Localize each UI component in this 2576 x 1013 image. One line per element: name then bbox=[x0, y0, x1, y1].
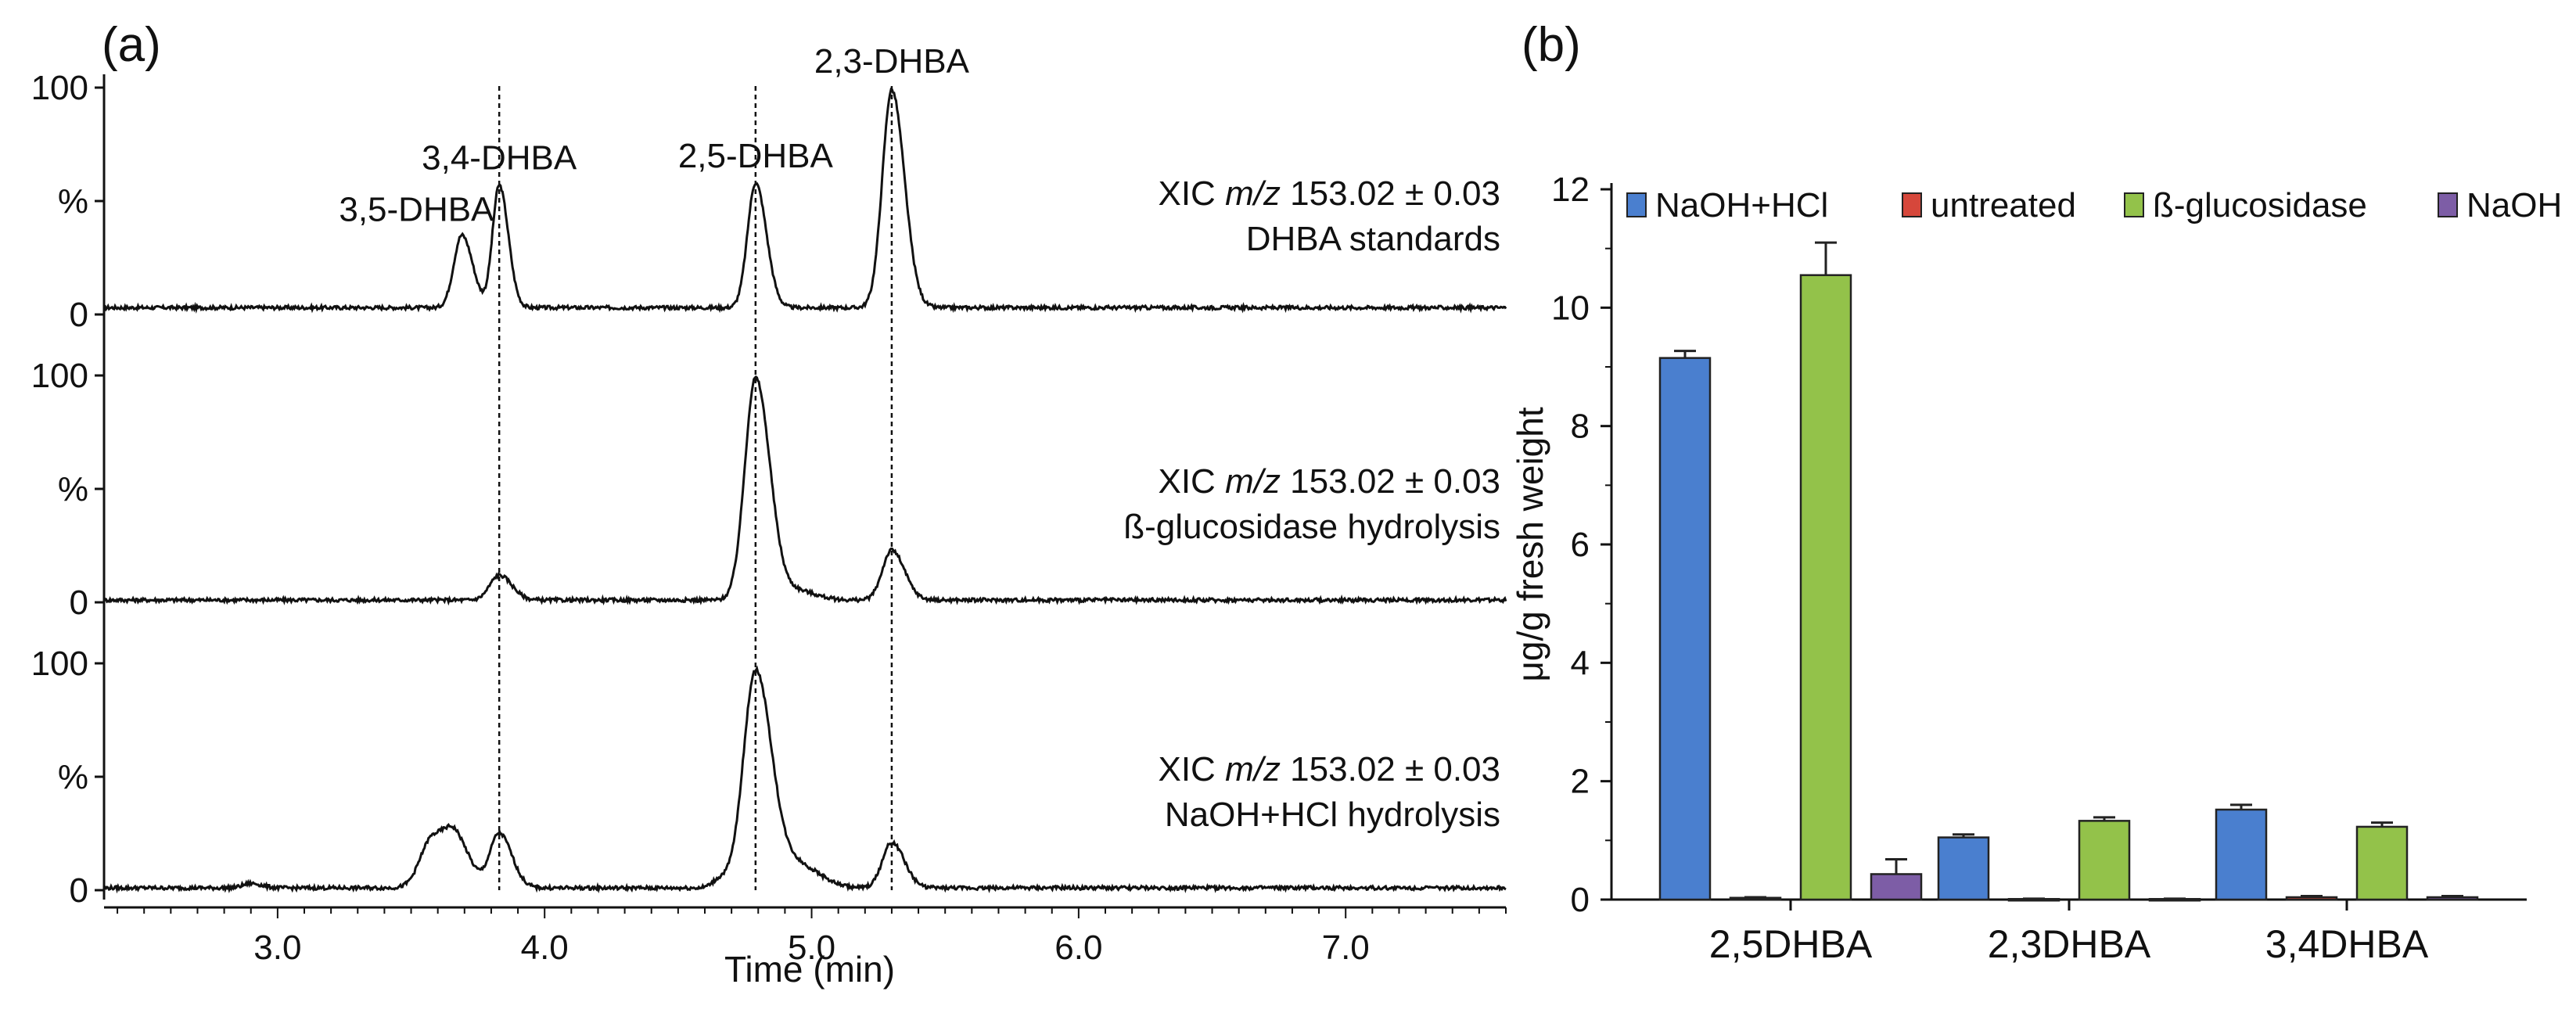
xic-prefix: XIC bbox=[1158, 462, 1225, 501]
legend-swatch bbox=[1626, 192, 1647, 217]
bar bbox=[1658, 357, 1712, 901]
x-tick-label: 6.0 bbox=[1054, 929, 1102, 967]
trace-label: NaOH+HCl hydrolysis bbox=[1165, 796, 1500, 834]
xic-trace-line bbox=[103, 87, 1507, 314]
xic-prefix: XIC bbox=[1158, 750, 1225, 788]
y-tick-label: 100 bbox=[31, 357, 88, 395]
y-tick-label: 0 bbox=[1571, 881, 1590, 919]
legend-label: NaOH bbox=[2466, 186, 2562, 225]
y-tick-label: 10 bbox=[1551, 289, 1590, 327]
bar bbox=[1870, 873, 1923, 901]
y-tick-label: % bbox=[58, 470, 88, 508]
xic-mz-label: m/z bbox=[1225, 174, 1281, 213]
panel-a-label: (a) bbox=[102, 18, 161, 72]
xic-annotation: XIC m/z 153.02 ± 0.03 bbox=[1158, 462, 1500, 501]
xic-trace-line bbox=[102, 665, 1507, 894]
y-tick-label: 100 bbox=[31, 645, 88, 683]
x-tick-label: 7.0 bbox=[1322, 929, 1370, 967]
peak-label: 3,5-DHBA bbox=[339, 191, 494, 229]
y-tick-label: 4 bbox=[1571, 644, 1590, 682]
x-axis-title: Time (min) bbox=[724, 949, 895, 990]
legend-swatch bbox=[2438, 192, 2458, 217]
y-tick-label: 100 bbox=[31, 69, 88, 107]
y-tick-label: 0 bbox=[70, 871, 88, 910]
legend-label: NaOH+HCl bbox=[1655, 186, 1828, 225]
category-label: 2,3DHBA bbox=[1988, 922, 2151, 966]
xic-mz-value: 153.02 ± 0.03 bbox=[1281, 462, 1500, 501]
legend-label: ß-glucosidase bbox=[2153, 186, 2367, 225]
y-tick-label: 12 bbox=[1551, 171, 1590, 209]
trace-label: DHBA standards bbox=[1246, 220, 1500, 258]
legend-swatch bbox=[1902, 192, 1922, 217]
bar bbox=[1937, 836, 1990, 901]
legend-label: untreated bbox=[1931, 186, 2076, 225]
xic-annotation: XIC m/z 153.02 ± 0.03 bbox=[1158, 750, 1500, 788]
xic-mz-value: 153.02 ± 0.03 bbox=[1281, 750, 1500, 788]
category-label: 3,4DHBA bbox=[2265, 922, 2429, 966]
trace-label: ß-glucosidase hydrolysis bbox=[1123, 508, 1500, 546]
bar bbox=[1799, 274, 1852, 901]
bar bbox=[2078, 820, 2131, 901]
y-tick-label: % bbox=[58, 758, 88, 796]
y-tick-label: 0 bbox=[70, 584, 88, 622]
chromatogram-panel: 0% 100 0% 100 0% 100 3.0 4.0 5.0 6.0 7.0 Time (min)… bbox=[31, 42, 1507, 990]
bar bbox=[2355, 825, 2409, 901]
panel-b-label: (b) bbox=[1522, 18, 1581, 72]
xic-mz-value: 153.02 ± 0.03 bbox=[1281, 174, 1500, 213]
y-tick-label: 0 bbox=[70, 296, 88, 334]
y-tick-label: 2 bbox=[1571, 763, 1590, 801]
x-tick-label: 3.0 bbox=[253, 929, 301, 967]
xic-trace-line bbox=[102, 375, 1507, 606]
bar-chart-panel: 0 2 4 6 8 10 12 μg/g fresh weight 2,5DHBA 2,3DHBA… bbox=[1510, 171, 2562, 966]
xic-annotation: XIC m/z 153.02 ± 0.03 bbox=[1158, 174, 1500, 213]
xic-mz-label: m/z bbox=[1225, 462, 1281, 501]
category-label: 2,5DHBA bbox=[1709, 922, 1873, 966]
peak-label: 2,3-DHBA bbox=[814, 42, 970, 81]
y-tick-label: 6 bbox=[1571, 526, 1590, 564]
bar bbox=[2285, 896, 2338, 901]
y-tick-label: % bbox=[58, 182, 88, 221]
bar bbox=[2426, 896, 2479, 901]
y-tick-label: 8 bbox=[1571, 408, 1590, 446]
xic-prefix: XIC bbox=[1158, 174, 1225, 213]
peak-label: 2,5-DHBA bbox=[678, 137, 834, 175]
xic-mz-label: m/z bbox=[1225, 750, 1281, 788]
bar bbox=[2215, 808, 2268, 901]
y-axis-title: μg/g fresh weight bbox=[1510, 407, 1550, 681]
peak-label: 3,4-DHBA bbox=[422, 139, 577, 178]
legend-swatch bbox=[2124, 192, 2144, 217]
x-tick-label: 4.0 bbox=[521, 929, 569, 967]
x-tick-label: 5.0 bbox=[788, 929, 835, 967]
